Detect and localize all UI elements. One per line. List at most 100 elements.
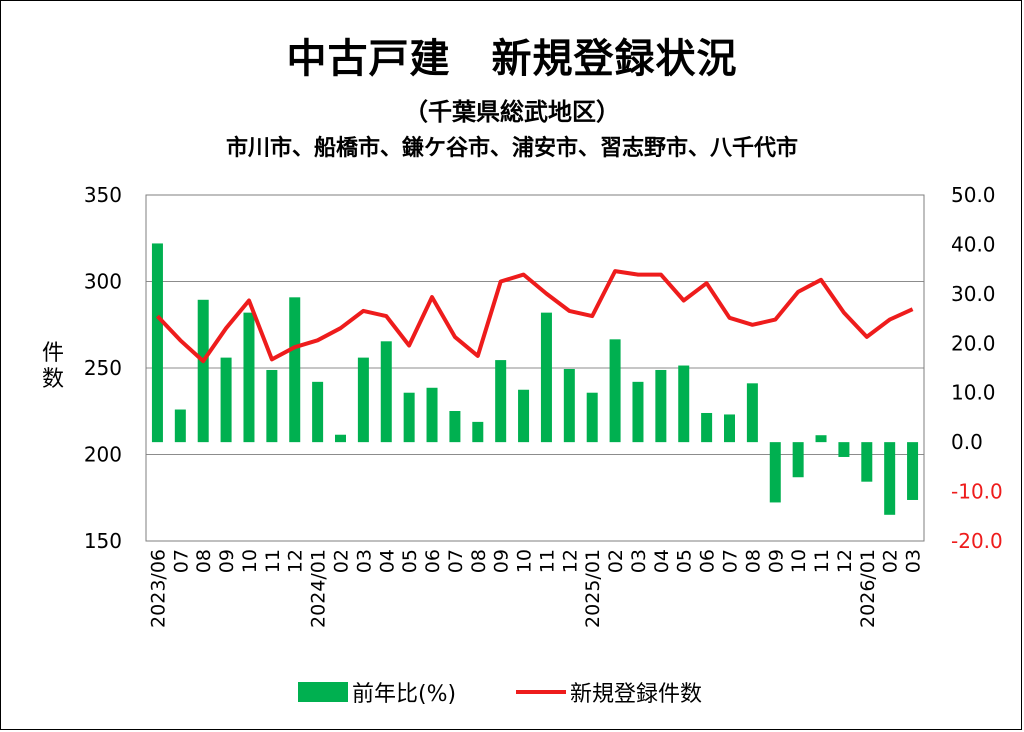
right-tick-label: -10.0 [951, 480, 1003, 504]
bar [472, 421, 484, 443]
left-tick-label: 350 [84, 183, 122, 207]
x-tick-label: 02 [605, 549, 627, 573]
x-tick-label: 06 [422, 549, 444, 573]
x-tick-label: 10 [788, 549, 810, 573]
x-tick-label: 03 [353, 549, 375, 573]
bar [518, 389, 530, 443]
x-tick-label: 12 [559, 549, 581, 573]
bar [403, 392, 415, 443]
right-tick-label: 50.0 [951, 183, 996, 207]
line-series-registrations [155, 269, 914, 364]
x-tick-label: 03 [628, 549, 650, 573]
bar [769, 442, 781, 503]
bar [724, 414, 735, 443]
bar [884, 442, 896, 515]
right-tick-label: 40.0 [951, 232, 996, 256]
legend-item-bar: 前年比(%) [298, 676, 456, 708]
bar [335, 434, 346, 443]
right-tick-label: -20.0 [951, 529, 1003, 553]
x-tick-label: 09 [216, 549, 238, 573]
x-tick-label: 12 [285, 549, 307, 573]
bar [678, 365, 690, 443]
bar [220, 357, 232, 443]
line-path [155, 269, 914, 364]
x-tick-label: 10 [239, 549, 261, 573]
bar [540, 312, 552, 443]
bar [792, 442, 804, 478]
x-tick-label: 03 [903, 549, 925, 573]
bar [312, 381, 324, 443]
right-tick-label: 0.0 [951, 430, 983, 454]
bar [289, 297, 301, 443]
x-tick-label: 02 [331, 549, 353, 573]
bar [746, 383, 758, 443]
x-tick-label: 11 [262, 549, 284, 573]
x-tick-label: 07 [720, 549, 742, 573]
bar [701, 412, 713, 443]
bar [563, 368, 575, 443]
bar [426, 387, 438, 443]
bar [197, 299, 209, 443]
y-axis-label: 件数 [42, 341, 64, 392]
x-tick-label: 12 [834, 549, 856, 573]
y-axis-label-char: 件 [42, 341, 64, 366]
bar [449, 411, 461, 443]
bar [655, 369, 667, 443]
right-tick-label: 10.0 [951, 381, 996, 405]
bar [609, 339, 621, 443]
x-tick-label: 07 [445, 549, 467, 573]
x-axis-ticks: 2023/06 07 08 09 10 11 12 2024/01 02 03 04 05 06 07 08… [147, 549, 924, 628]
x-tick-label: 05 [399, 549, 421, 573]
x-tick-label: 09 [491, 549, 513, 573]
left-tick-label: 150 [84, 529, 122, 553]
legend-swatch-line [516, 690, 566, 694]
bar [815, 435, 827, 443]
x-tick-label: 2025/01 [582, 549, 604, 628]
x-tick-label: 2023/06 [147, 549, 169, 628]
bar [861, 442, 873, 482]
legend-label-line: 新規登録件数 [570, 682, 703, 707]
chart-subtitle-cities: 市川市、船橋市、鎌ケ谷市、浦安市、習志野市、八千代市 [225, 136, 798, 161]
gridlines [146, 194, 924, 542]
right-tick-label: 20.0 [951, 331, 996, 355]
x-tick-label: 06 [697, 549, 719, 573]
legend-label-bar: 前年比(%) [352, 682, 457, 707]
bar [357, 357, 369, 443]
chart-title: 中古戸建 新規登録状況 [286, 36, 738, 82]
x-tick-label: 04 [376, 549, 398, 573]
legend: 前年比(%) 新規登録件数 [0, 676, 1024, 712]
chart-subtitle: （千葉県総武地区） [404, 98, 620, 126]
x-tick-label: 02 [880, 549, 902, 573]
left-tick-label: 200 [84, 443, 122, 467]
left-tick-label: 300 [84, 270, 122, 294]
x-tick-label: 11 [536, 549, 558, 573]
plot-area-border [145, 194, 925, 542]
x-tick-label: 10 [514, 549, 536, 573]
x-tick-label: 09 [765, 549, 787, 573]
legend-swatch-bar [298, 682, 348, 702]
bar [586, 392, 598, 443]
legend-item-line: 新規登録件数 [516, 676, 702, 708]
right-axis-ticks: 50.0 40.0 30.0 20.0 10.0 0.0 -10.0 -20.0 [951, 183, 1003, 553]
bar [907, 442, 919, 500]
right-tick-label: 30.0 [951, 282, 996, 306]
x-tick-label: 05 [674, 549, 696, 573]
bar [838, 442, 850, 457]
bar [243, 312, 255, 443]
bar [266, 369, 278, 443]
bar [174, 409, 186, 443]
x-tick-label: 11 [811, 549, 833, 573]
bar [380, 341, 392, 443]
x-tick-label: 08 [468, 549, 490, 573]
x-tick-label: 04 [651, 549, 673, 573]
left-axis-ticks: 350 300 250 200 150 [84, 183, 122, 553]
x-tick-label: 2024/01 [308, 549, 330, 628]
x-tick-label: 07 [170, 549, 192, 573]
x-tick-label: 08 [742, 549, 764, 573]
x-tick-label: 08 [193, 549, 215, 573]
bar [632, 381, 644, 443]
bar [495, 360, 507, 443]
x-tick-label: 2026/01 [857, 549, 879, 628]
